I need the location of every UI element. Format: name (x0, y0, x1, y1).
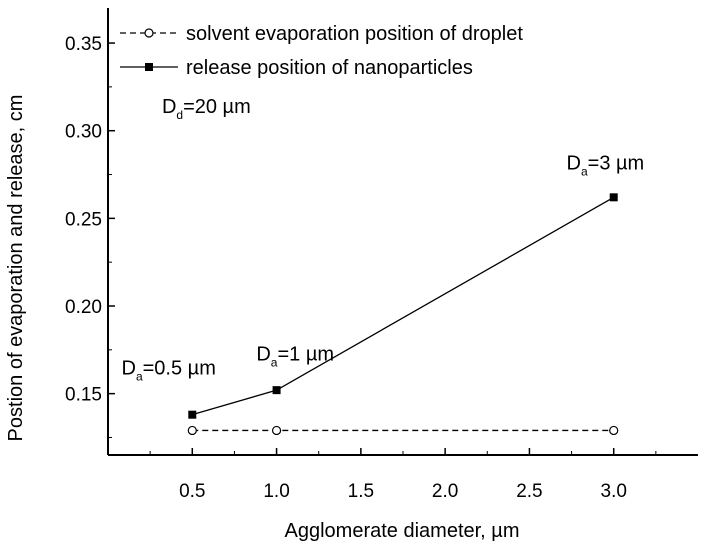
y-axis-ticks: 0.15 0.20 0.25 0.30 0.35 (65, 34, 115, 438)
x-tick-label: 1.0 (263, 481, 289, 502)
x-tick-label: 2.0 (432, 481, 458, 502)
annotation-label: Da=3 µm (567, 152, 645, 178)
annotation-label: Da=0.5 µm (121, 357, 215, 383)
y-tick-label: 0.20 (65, 297, 102, 318)
series-1 (187, 425, 619, 436)
annotations: Dd=20 µm Da=0.5 µm Da=1 µm Da=3 µm (121, 96, 644, 383)
series-line (192, 196, 615, 416)
data-point (609, 425, 619, 436)
data-point (272, 386, 281, 395)
legend-label: solvent evaporation position of droplet (186, 23, 523, 45)
legend-label: release position of nanoparticles (186, 57, 473, 79)
annotation-label: Da=1 µm (256, 343, 334, 369)
y-tick-label: 0.15 (65, 385, 102, 406)
x-tick-label: 0.5 (179, 481, 205, 502)
data-point (188, 410, 197, 419)
series-2 (188, 193, 618, 419)
y-tick-label: 0.30 (65, 122, 102, 143)
data-point (144, 28, 154, 38)
x-axis-title: Agglomerate diameter, µm (285, 520, 520, 542)
x-tick-label: 3.0 (601, 481, 627, 502)
legend: solvent evaporation position of droplet r… (120, 23, 523, 79)
series-layer (187, 193, 619, 436)
y-axis-title: Postion of evaporation and release, cm (5, 95, 27, 442)
x-axis-ticks: 0.5 1.0 1.5 2.0 2.5 3.0 (149, 448, 657, 502)
data-point (187, 425, 197, 436)
annotation-label: Dd=20 µm (162, 96, 251, 122)
y-tick-label: 0.35 (65, 34, 102, 55)
data-point (271, 425, 282, 436)
x-tick-label: 2.5 (516, 481, 542, 502)
y-tick-label: 0.25 (65, 209, 102, 230)
data-point (609, 193, 618, 202)
x-tick-label: 1.5 (348, 481, 374, 502)
data-point (145, 63, 153, 71)
